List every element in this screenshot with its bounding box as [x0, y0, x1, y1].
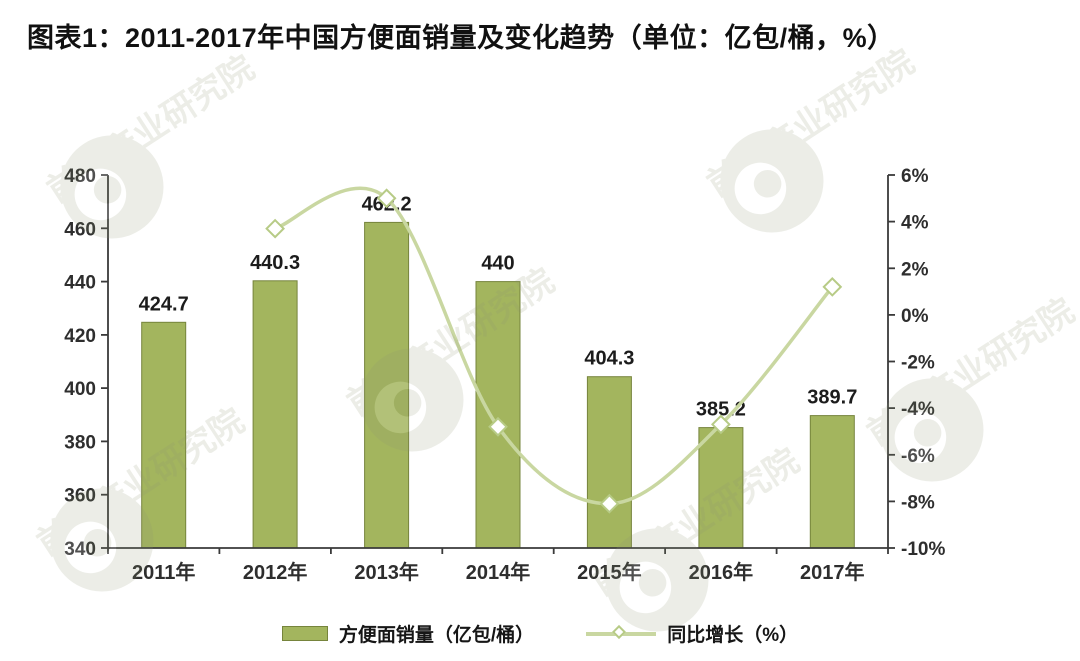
legend-item-growth: 同比增长（%） — [586, 620, 798, 647]
left-axis-tick-label: 460 — [64, 219, 96, 240]
bar-value-label: 404.3 — [584, 348, 634, 370]
growth-line — [273, 186, 835, 506]
right-axis-tick-label: -10% — [901, 539, 945, 560]
line-marker — [599, 493, 620, 514]
bar — [364, 221, 410, 549]
bar — [809, 415, 855, 549]
legend-item-sales: 方便面销量（亿包/桶） — [281, 620, 535, 647]
line-marker — [265, 218, 285, 239]
legend-label-sales: 方便面销量（亿包/桶） — [338, 625, 535, 646]
x-axis-category-label: 2015年 — [577, 560, 642, 584]
right-axis-tick-label: 0% — [901, 306, 929, 327]
bar — [141, 321, 187, 549]
bar-value-label: 385.2 — [696, 399, 746, 421]
left-axis-tick-label: 400 — [64, 379, 96, 400]
right-axis-tick-label: -8% — [901, 492, 935, 513]
x-axis-category-label: 2011年 — [132, 560, 195, 584]
bar-value-label: 440.3 — [250, 252, 300, 274]
bar — [586, 376, 632, 549]
bar-series-swatch — [281, 626, 328, 641]
right-axis-tick-label: 6% — [901, 166, 929, 187]
bar-value-label: 389.7 — [807, 387, 857, 409]
line-series-swatch — [586, 624, 657, 639]
chart-svg: 424.7440.3462.2440404.3385.2389.74804604… — [64, 166, 945, 584]
line-marker — [376, 188, 397, 209]
bar-value-label: 424.7 — [139, 293, 189, 315]
x-axis-category-label: 2016年 — [689, 560, 754, 584]
left-axis-tick-label: 340 — [64, 539, 96, 560]
left-axis-tick-label: 380 — [64, 432, 96, 453]
chart-legend: 方便面销量（亿包/桶） 同比增长（%） — [0, 620, 1080, 647]
x-axis-category-label: 2014年 — [466, 560, 531, 584]
left-axis-tick-label: 360 — [64, 486, 96, 507]
bar-value-label: 440 — [481, 253, 514, 275]
right-axis-tick-label: 4% — [901, 213, 929, 234]
line-marker — [488, 416, 508, 437]
right-axis-tick-label: -4% — [901, 399, 935, 420]
bar — [475, 281, 521, 549]
line-marker-icon — [612, 624, 627, 639]
right-axis-tick-label: -2% — [901, 353, 935, 374]
line-marker — [711, 414, 731, 435]
bar — [698, 427, 744, 549]
chart-area: 424.7440.3462.2440404.3385.2389.74804604… — [0, 43, 1080, 661]
x-axis-category-label: 2013年 — [354, 560, 419, 584]
bar — [252, 280, 298, 549]
x-axis-category-label: 2012年 — [243, 560, 308, 584]
chart-title: 图表1：2011-2017年中国方便面销量及变化趋势（单位：亿包/桶，%） — [27, 23, 895, 53]
left-axis-tick-label: 440 — [64, 273, 96, 294]
x-axis-category-label: 2017年 — [800, 560, 865, 584]
left-axis-tick-label: 420 — [64, 326, 96, 347]
legend-label-growth: 同比增长（%） — [667, 625, 799, 646]
right-axis-tick-label: -6% — [901, 446, 935, 467]
right-axis-tick-label: 2% — [901, 259, 929, 280]
left-axis-tick-label: 480 — [64, 166, 96, 187]
line-marker — [822, 277, 843, 297]
